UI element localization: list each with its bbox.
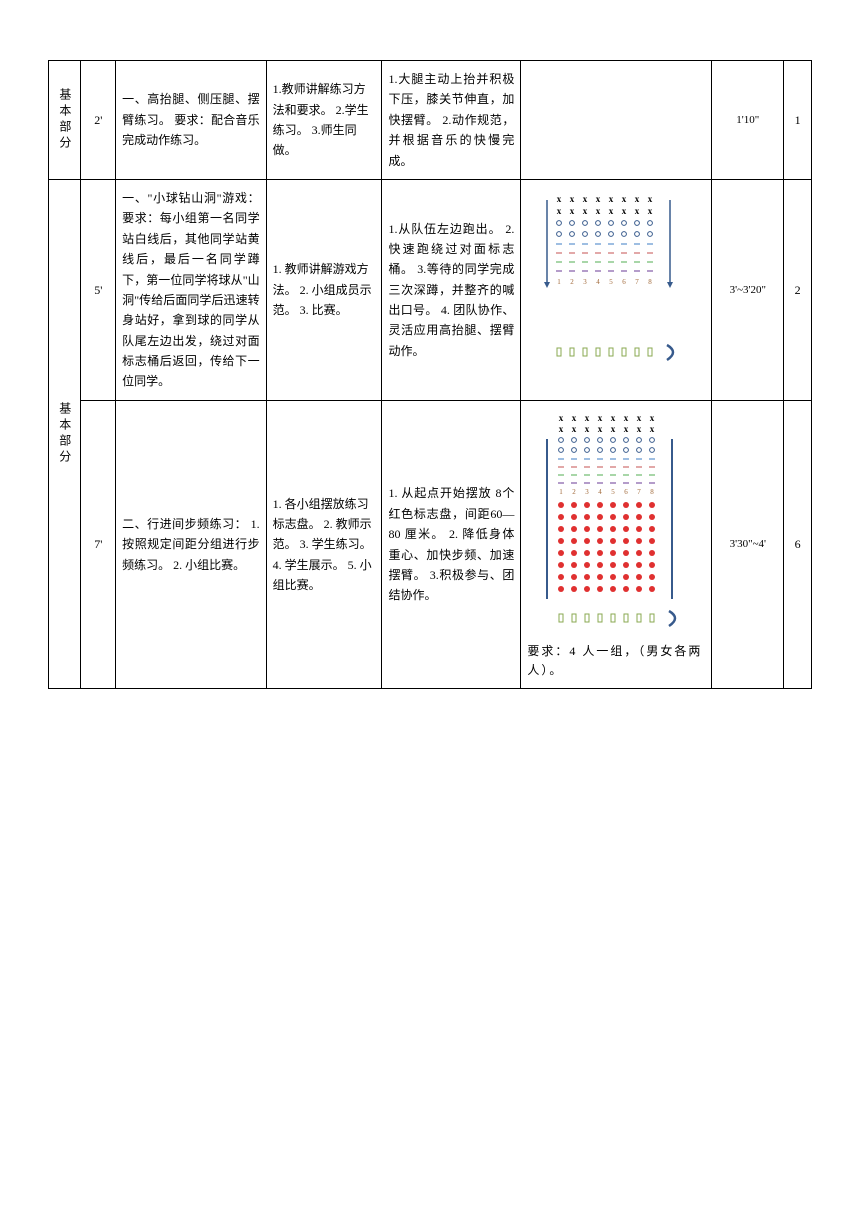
row3-time: 7' — [81, 400, 116, 688]
svg-text:x: x — [557, 194, 562, 204]
svg-text:x: x — [609, 206, 614, 216]
svg-text:x: x — [585, 424, 590, 434]
svg-text:4: 4 — [596, 278, 600, 286]
svg-text:8: 8 — [648, 278, 652, 286]
row1-time: 2' — [81, 61, 116, 180]
svg-text:x: x — [622, 206, 627, 216]
svg-text:x: x — [609, 194, 614, 204]
svg-text:x: x — [635, 206, 640, 216]
row3-content: 二、行进间步频练习： 1. 按照规定间距分组进行步频练习。 2. 小组比赛。 — [116, 400, 267, 688]
svg-text:8: 8 — [650, 488, 654, 496]
svg-text:x: x — [635, 194, 640, 204]
svg-text:x: x — [650, 424, 655, 434]
svg-text:x: x — [637, 413, 642, 423]
svg-text:x: x — [596, 206, 601, 216]
svg-text:x: x — [596, 194, 601, 204]
svg-text:6: 6 — [622, 278, 626, 286]
svg-text:x: x — [624, 424, 629, 434]
svg-text:x: x — [624, 413, 629, 423]
row2-requirement: 1.从队伍左边跑出。 2.快速跑绕过对面标志桶。 3.等待的同学完成三次深蹲，并… — [382, 179, 521, 400]
svg-text:x: x — [648, 194, 653, 204]
svg-text:x: x — [637, 424, 642, 434]
row3-diagram: xxxxxxxxxxxxxxxx12345678 要求：4 人一组，（男女各两人… — [521, 400, 712, 688]
svg-text:x: x — [559, 413, 564, 423]
svg-text:x: x — [583, 206, 588, 216]
svg-text:x: x — [583, 194, 588, 204]
svg-text:2: 2 — [570, 278, 574, 286]
svg-text:7: 7 — [635, 278, 639, 286]
svg-text:x: x — [557, 206, 562, 216]
svg-text:x: x — [598, 424, 603, 434]
svg-text:3: 3 — [583, 278, 587, 286]
row3-duration: 3'30"~4' — [712, 400, 784, 688]
row1-duration: 1'10" — [712, 61, 784, 180]
svg-text:x: x — [570, 194, 575, 204]
row1-method: 1.教师讲解练习方法和要求。 2.学生练习。 3.师生同做。 — [266, 61, 382, 180]
svg-text:5: 5 — [609, 278, 613, 286]
svg-text:x: x — [570, 206, 575, 216]
row2-time: 5' — [81, 179, 116, 400]
row1-requirement: 1.大腿主动上抬并积极下压，膝关节伸直，加快摆臂。 2.动作规范，并根据音乐的快… — [382, 61, 521, 180]
svg-text:3: 3 — [585, 488, 589, 496]
svg-text:x: x — [598, 413, 603, 423]
svg-text:x: x — [648, 206, 653, 216]
row2-diagram: xxxxxxxxxxxxxxxx12345678 — [521, 179, 712, 400]
svg-text:2: 2 — [572, 488, 576, 496]
svg-text:1: 1 — [557, 278, 561, 286]
svg-text:x: x — [611, 424, 616, 434]
row2-count: 2 — [784, 179, 812, 400]
row1-content: 一、高抬腿、侧压腿、摆臂练习。 要求：配合音乐完成动作练习。 — [116, 61, 267, 180]
row1-diagram — [521, 61, 712, 180]
lesson-plan-table: 基本部分 2' 一、高抬腿、侧压腿、摆臂练习。 要求：配合音乐完成动作练习。 1… — [48, 60, 812, 689]
svg-text:x: x — [559, 424, 564, 434]
svg-text:x: x — [650, 413, 655, 423]
row3-diagram-note: 要求：4 人一组，（男女各两人）。 — [527, 642, 705, 680]
row2-label: 基本部分 — [49, 179, 81, 688]
svg-text:1: 1 — [559, 488, 563, 496]
svg-text:6: 6 — [624, 488, 628, 496]
row2-duration: 3'~3'20" — [712, 179, 784, 400]
svg-text:x: x — [611, 413, 616, 423]
svg-text:x: x — [572, 424, 577, 434]
row2-content: 一、"小球钻山洞"游戏： 要求：每小组第一名同学站白线后，其他同学站黄线后，最后… — [116, 179, 267, 400]
svg-text:x: x — [622, 194, 627, 204]
svg-text:5: 5 — [611, 488, 615, 496]
svg-text:7: 7 — [637, 488, 641, 496]
row1-count: 1 — [784, 61, 812, 180]
row3-count: 6 — [784, 400, 812, 688]
svg-text:4: 4 — [598, 488, 602, 496]
svg-text:x: x — [572, 413, 577, 423]
row3-method: 1. 各小组摆放练习标志盘。 2. 教师示范。 3. 学生练习。 4. 学生展示… — [266, 400, 382, 688]
svg-text:x: x — [585, 413, 590, 423]
row2-method: 1. 教师讲解游戏方法。 2. 小组成员示范。 3. 比赛。 — [266, 179, 382, 400]
row3-requirement: 1. 从起点开始摆放 8个红色标志盘，间距60—80 厘米。 2. 降低身体重心… — [382, 400, 521, 688]
row1-label: 基本部分 — [49, 61, 81, 180]
